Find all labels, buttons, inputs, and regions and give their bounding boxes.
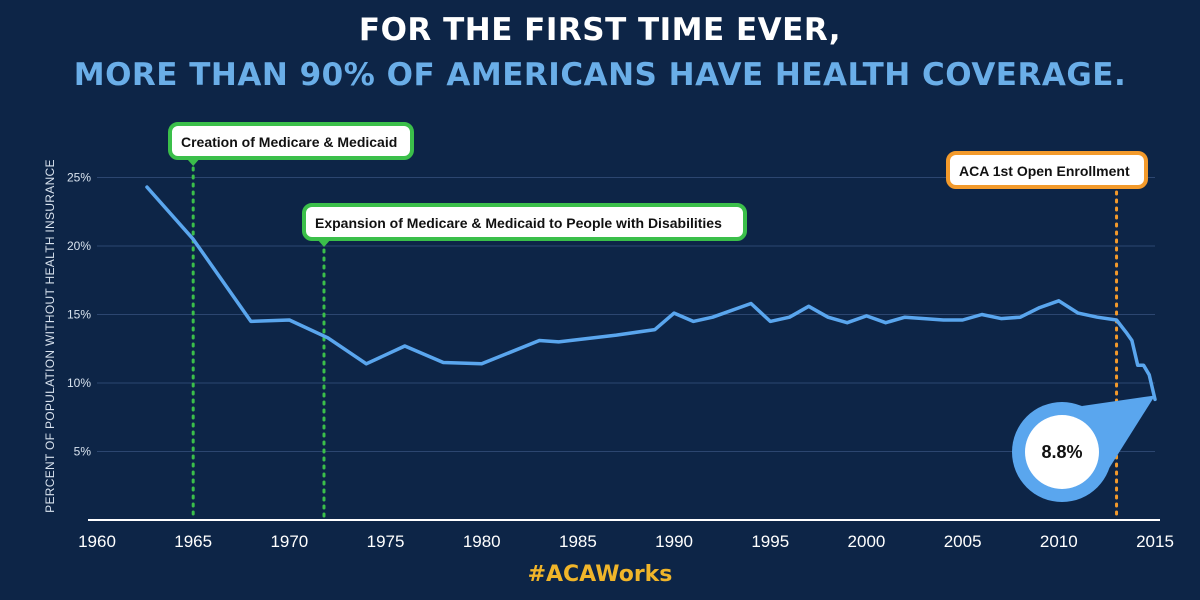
x-tick-label: 1965 [174,532,212,551]
annotation-aca-open-enrollment: ACA 1st Open Enrollment [946,151,1148,189]
y-tick-label: 25% [67,171,91,185]
annotation-box [302,203,747,241]
x-tick-label: 1970 [270,532,308,551]
callout-pointer [1082,395,1155,470]
annotation-pointer [186,158,201,166]
x-tick-label: 1990 [655,532,693,551]
x-tick-label: 2015 [1136,532,1174,551]
y-tick-label: 20% [67,239,91,253]
x-tick-label: 1975 [367,532,405,551]
callout-bubble: 8.8% [1012,395,1155,502]
annotation-markers [191,150,1119,520]
annotation-label: Creation of Medicare & Medicaid [181,134,397,150]
y-tick-label: 15% [67,308,91,322]
uninsured-rate-chart: 5% 10% 15% 20% 25% PERCENT OF POPULATION WIT… [43,122,1174,551]
annotation-medicare-expansion: Expansion of Medicare & Medicaid to Peop… [302,203,747,247]
annotation-box [946,151,1148,189]
x-tick-label: 2010 [1040,532,1078,551]
annotation-medicare-creation: Creation of Medicare & Medicaid [168,122,414,166]
hashtag: #ACAWorks [527,562,673,587]
x-tick-label: 2005 [944,532,982,551]
x-tick-label: 2000 [848,532,886,551]
annotation-label: ACA 1st Open Enrollment [959,163,1130,179]
headline-line-2: MORE THAN 90% OF AMERICANS HAVE HEALTH C… [73,57,1127,93]
annotation-label: Expansion of Medicare & Medicaid to Peop… [315,215,722,231]
y-tick-label: 10% [67,376,91,390]
callout-inner [1025,415,1099,489]
x-tick-label: 1995 [751,532,789,551]
callout-value: 8.8% [1041,442,1082,462]
y-axis-title: PERCENT OF POPULATION WITHOUT HEALTH INS… [43,159,57,513]
x-tick-labels: 1960 1965 1970 1975 1980 1985 1990 1995 2000 2005… [78,532,1174,551]
y-tick-label: 5% [74,445,92,459]
annotation-labels: Creation of Medicare & Medicaid Expansion… [168,122,1148,247]
y-tick-labels: 5% 10% 15% 20% 25% [67,171,91,459]
headline-line-1: FOR THE FIRST TIME EVER, [358,12,842,48]
annotation-pointer [316,239,331,247]
annotation-box [168,122,414,160]
series-line-uninsured [145,185,1157,402]
x-tick-label: 1980 [463,532,501,551]
x-tick-label: 1960 [78,532,116,551]
x-tick-label: 1985 [559,532,597,551]
